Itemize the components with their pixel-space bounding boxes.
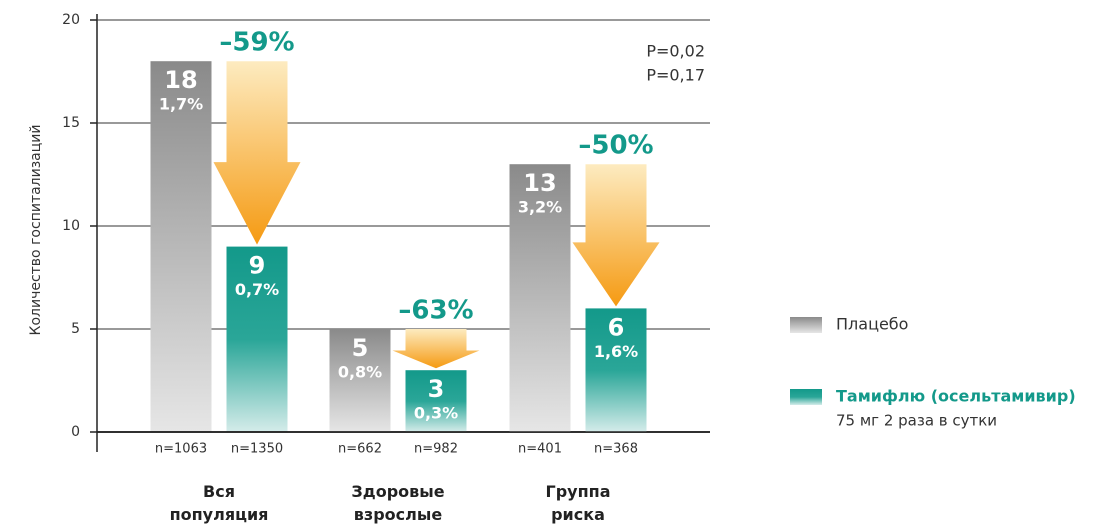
value-label: 3	[428, 375, 445, 403]
bar	[405, 370, 467, 432]
value-label: 18	[164, 66, 197, 94]
bar	[585, 308, 647, 432]
legend-subtitle: 75 мг 2 раза в сутки	[836, 412, 997, 430]
y-tick-label: 5	[71, 321, 80, 337]
legend-swatch	[790, 317, 822, 333]
bar	[509, 164, 571, 432]
percent-label: 0,3%	[414, 404, 458, 423]
bar	[226, 246, 288, 432]
bar	[150, 61, 212, 432]
reduction-label: –63%	[398, 296, 473, 326]
y-tick-label: 20	[62, 12, 80, 28]
legend-label: Тамифлю (осельтамивир)	[836, 387, 1076, 406]
category-label: Группа риска	[545, 482, 611, 524]
legend-swatch	[790, 389, 822, 405]
n-label: n=368	[594, 442, 638, 457]
p-value: P=0,17	[646, 66, 705, 85]
percent-label: 0,8%	[338, 363, 382, 382]
value-label: 13	[523, 169, 556, 197]
value-label: 5	[352, 334, 369, 362]
reduction-label: –59%	[219, 28, 294, 58]
reduction-arrow	[572, 164, 660, 307]
bar	[329, 329, 391, 432]
value-label: 6	[608, 313, 625, 341]
legend-label: Плацебо	[836, 315, 908, 334]
n-label: n=982	[414, 442, 458, 457]
percent-label: 0,7%	[235, 280, 279, 299]
reduction-label: –50%	[578, 131, 653, 161]
n-label: n=1350	[231, 442, 283, 457]
y-tick-label: 0	[71, 424, 80, 440]
y-tick-label: 10	[62, 218, 80, 234]
y-axis-label: Количество госпитализаций	[28, 125, 44, 336]
n-label: n=662	[338, 442, 382, 457]
reduction-arrow	[392, 329, 480, 369]
percent-label: 1,6%	[594, 342, 638, 361]
y-tick-label: 15	[62, 115, 80, 131]
n-label: n=1063	[155, 442, 207, 457]
p-value: P=0,02	[646, 42, 705, 61]
category-label: Вся популяция	[169, 482, 269, 524]
percent-label: 1,7%	[159, 95, 203, 114]
value-label: 9	[249, 252, 266, 280]
percent-label: 3,2%	[518, 198, 562, 217]
reduction-arrow	[213, 61, 301, 245]
n-label: n=401	[518, 442, 562, 457]
category-label: Здоровые взрослые	[351, 482, 445, 524]
